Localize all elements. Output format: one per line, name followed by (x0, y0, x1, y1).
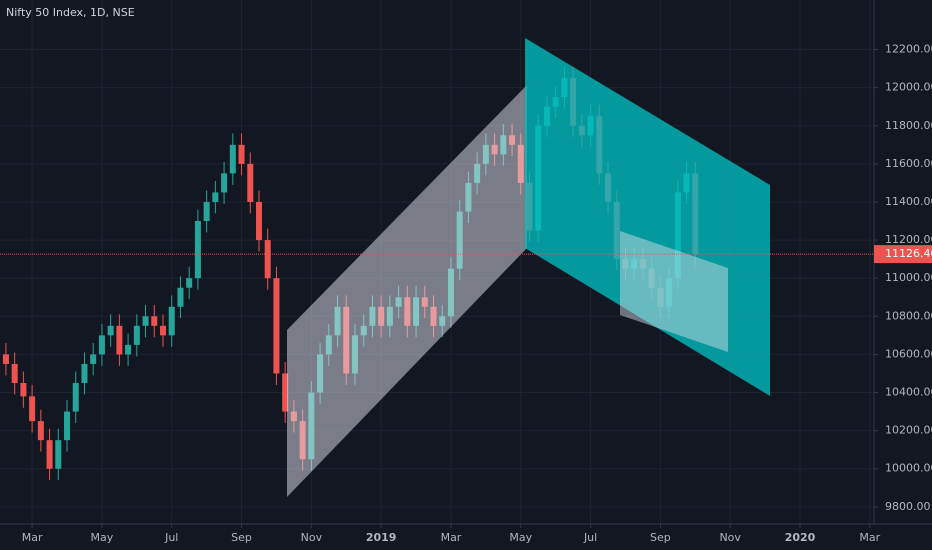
candle-body (142, 316, 149, 326)
candle-body (81, 363, 88, 383)
candle-body (72, 382, 79, 412)
candle-body (55, 440, 62, 469)
y-tick-label: 11400.00 (885, 195, 932, 208)
x-tick-label: Mar (859, 531, 880, 544)
x-tick-label: Mar (22, 531, 43, 544)
candle-body (107, 325, 114, 336)
ascending-channel (287, 85, 527, 497)
candle-body (37, 421, 44, 441)
x-tick-label: Sep (231, 531, 252, 544)
candle-body (203, 201, 210, 222)
candle-body (2, 354, 9, 364)
candle-body (221, 173, 228, 193)
x-tick-label: 2019 (366, 531, 397, 544)
candle-body (125, 344, 132, 355)
y-tick-label: 12000.00 (885, 81, 932, 94)
candle-body (212, 192, 219, 202)
candle-body (282, 373, 289, 412)
x-tick-label: Nov (719, 531, 741, 544)
y-tick-label: 10800.00 (885, 309, 932, 322)
candle-body (46, 440, 53, 469)
x-tick-label: Sep (650, 531, 671, 544)
y-tick-label: 10400.00 (885, 386, 932, 399)
candle-body (151, 316, 158, 326)
candle-body (229, 144, 236, 174)
y-tick-label: 11800.00 (885, 119, 932, 132)
y-tick-label: 10600.00 (885, 347, 932, 360)
candle-body (186, 278, 193, 288)
y-tick-label: 11600.00 (885, 157, 932, 170)
chart-title: Nifty 50 Index, 1D, NSE (6, 6, 135, 19)
last-price-label: 11126.40 (885, 247, 932, 260)
candle-body (264, 240, 271, 279)
candle-body (247, 163, 254, 202)
candle-body (133, 325, 140, 345)
x-tick-label: Nov (301, 531, 323, 544)
candle-body (20, 382, 27, 397)
x-tick-label: May (91, 531, 114, 544)
y-tick-label: 10200.00 (885, 424, 932, 437)
y-tick-label: 10000.00 (885, 462, 932, 475)
candle-body (160, 325, 167, 336)
candle-body (168, 306, 175, 336)
y-tick-label: 9800.00 (885, 500, 931, 513)
candle-body (255, 201, 262, 241)
candle-body (29, 396, 36, 422)
inner-channel (620, 231, 728, 352)
descending-channel (525, 38, 770, 396)
x-tick-label: 2020 (785, 531, 816, 544)
candle-body (177, 287, 184, 307)
candle-body (98, 335, 105, 355)
y-tick-label: 11000.00 (885, 271, 932, 284)
axes: 9800.00 10000.00 10200.00 10400.00 10600.00 1… (22, 43, 932, 544)
candle-body (273, 278, 280, 374)
x-tick-label: Jul (583, 531, 597, 544)
candle-body (90, 354, 97, 364)
y-tick-label: 11200.00 (885, 233, 932, 246)
drawings (287, 38, 770, 497)
candle-body (238, 144, 245, 164)
y-tick-label: 12200.00 (885, 43, 932, 56)
x-tick-label: Mar (441, 531, 462, 544)
candle-body (116, 325, 123, 355)
x-tick-label: May (509, 531, 532, 544)
candle-body (194, 221, 201, 279)
candle-body (11, 363, 18, 383)
candle-body (64, 411, 71, 441)
last-price-box (874, 245, 932, 264)
x-tick-label: Jul (164, 531, 178, 544)
